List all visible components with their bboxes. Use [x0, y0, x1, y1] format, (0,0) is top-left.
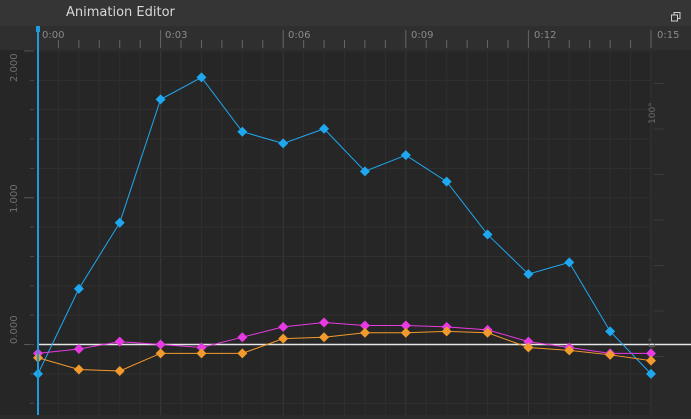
- keyframe-point: [400, 320, 411, 331]
- curve-canvas[interactable]: [0, 26, 691, 415]
- right-axis-gutter: [651, 26, 691, 415]
- left-axis-label-2: 2.000: [9, 53, 20, 82]
- keyframe-point: [564, 345, 575, 356]
- keyframe-point: [605, 349, 616, 360]
- curve-editor[interactable]: 0:00 0:03 0:06 0:09 0:12 0:15 2.000 1.00…: [0, 26, 691, 415]
- keyframe-point: [278, 333, 289, 344]
- keyframe-point: [359, 327, 370, 338]
- window-title: Animation Editor: [66, 5, 175, 20]
- right-axis-label-100: 100°: [648, 102, 658, 124]
- keyframe-point: [155, 348, 166, 359]
- time-label-6: 0:06: [288, 30, 311, 41]
- keyframe-point: [73, 283, 84, 294]
- time-label-15: 0:15: [657, 30, 680, 41]
- keyframe-point: [523, 336, 534, 347]
- time-label-3: 0:03: [165, 30, 188, 41]
- left-axis-label-1: 1.000: [9, 184, 20, 213]
- keyframe-point: [359, 166, 370, 177]
- keyframe-point: [646, 355, 656, 366]
- timeline-ruler: [0, 26, 691, 50]
- plot-background: [0, 50, 691, 415]
- keyframe-point: [482, 229, 493, 240]
- keyframe-point: [646, 348, 656, 359]
- restore-window-icon[interactable]: [671, 7, 681, 22]
- keyframe-point: [564, 257, 575, 268]
- keyframe-point: [196, 348, 207, 359]
- time-label-0: 0:00: [42, 30, 65, 41]
- keyframe-point: [400, 327, 411, 338]
- keyframe-point: [196, 72, 207, 83]
- keyframe-point: [441, 326, 452, 337]
- keyframe-point: [278, 138, 289, 149]
- keyframe-point: [441, 176, 452, 187]
- series-line-1: [37, 322, 651, 354]
- keyframe-point: [482, 327, 493, 338]
- keyframe-point: [400, 150, 411, 161]
- series-line-0: [37, 76, 652, 375]
- keyframe-point: [114, 365, 125, 376]
- keyframe-point: [114, 336, 125, 347]
- keyframe-point: [155, 94, 166, 105]
- keyframe-point: [319, 123, 330, 134]
- left-axis-label-0: 0.000: [9, 315, 20, 344]
- keyframe-point: [237, 348, 248, 359]
- playhead-handle: [36, 26, 40, 32]
- keyframe-point: [114, 217, 125, 228]
- series-line-2: [37, 330, 652, 372]
- title-bar: Animation Editor: [0, 0, 691, 27]
- keyframe-point: [73, 364, 84, 375]
- keyframe-point: [237, 126, 248, 137]
- keyframe-point: [605, 326, 616, 337]
- time-label-9: 0:09: [411, 30, 434, 41]
- keyframe-point: [196, 342, 207, 353]
- keyframe-point: [523, 269, 534, 280]
- keyframe-point: [319, 332, 330, 343]
- time-label-12: 0:12: [534, 30, 557, 41]
- keyframe-point: [646, 368, 656, 379]
- right-axis-label-0: 0°: [648, 337, 658, 348]
- keyframe-point: [319, 317, 330, 328]
- keyframe-point: [278, 321, 289, 332]
- keyframe-point: [523, 342, 534, 353]
- keyframe-point: [359, 320, 370, 331]
- keyframe-point: [155, 339, 166, 350]
- keyframe-point: [237, 332, 248, 343]
- keyframe-point: [73, 343, 84, 354]
